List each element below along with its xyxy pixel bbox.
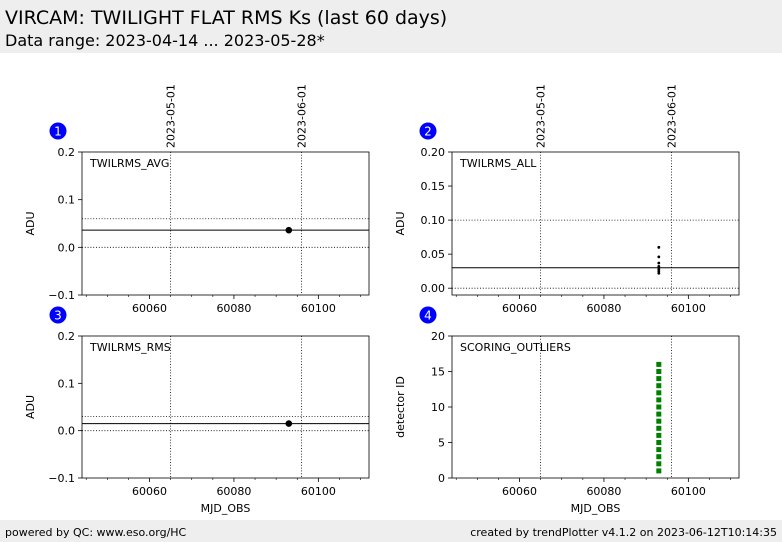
x-tick-label: 60080 — [216, 302, 251, 315]
panel-number: 2 — [424, 125, 432, 139]
y-tick-label: 0.0 — [58, 241, 76, 254]
x-tick-label: 60060 — [132, 302, 167, 315]
x-tick-label: 60060 — [502, 302, 537, 315]
plot-panel-3 — [49, 306, 370, 482]
y-tick-label: 0.2 — [58, 146, 76, 159]
axes-frame — [451, 151, 740, 296]
panel-label: TWILRMS_ALL — [459, 157, 537, 170]
y-tick-label: 10 — [431, 401, 445, 414]
y-tick-label: 15 — [431, 366, 445, 379]
x-tick-label: 60060 — [502, 485, 537, 498]
y-tick-label: 0.05 — [421, 248, 446, 261]
y-axis-label: detector ID — [394, 376, 407, 438]
panel-number-badge — [419, 306, 437, 324]
data-point — [657, 255, 661, 259]
panel-number-badge — [419, 122, 437, 140]
panel-label: TWILRMS_AVG — [89, 157, 169, 170]
y-axis-label: ADU — [394, 211, 407, 235]
plot-panel-2 — [419, 122, 740, 299]
x-axis-label: MJD_OBS — [571, 502, 621, 515]
data-point — [657, 271, 661, 275]
y-tick-label: 0.1 — [58, 194, 76, 207]
data-point — [285, 226, 293, 234]
axes-frame — [451, 335, 740, 479]
outlier-point — [656, 440, 662, 445]
data-point — [657, 267, 661, 271]
x-tick-label: 60060 — [132, 485, 167, 498]
y-tick-label: 0.15 — [421, 180, 446, 193]
x-tick-label: 60080 — [586, 302, 621, 315]
panel-number-badge — [49, 306, 67, 324]
date-label: 2023-05-01 — [165, 84, 178, 148]
y-tick-label: 0.00 — [421, 282, 446, 295]
x-tick-label: 60100 — [301, 485, 336, 498]
page-subtitle: Data range: 2023-04-14 ... 2023-05-28* — [5, 31, 325, 50]
date-label: 2023-06-01 — [295, 84, 308, 148]
y-axis-label: ADU — [24, 395, 37, 419]
plot-panel-1 — [49, 122, 370, 299]
panel-number-badge — [49, 122, 67, 140]
y-tick-label: 5 — [438, 437, 445, 450]
y-axis-label: ADU — [24, 211, 37, 235]
panel-number: 3 — [54, 309, 62, 323]
outlier-point — [656, 404, 662, 410]
panel-label: TWILRMS_RMS — [89, 341, 171, 354]
panel-number: 4 — [424, 309, 432, 323]
y-tick-label: −0.1 — [48, 289, 75, 302]
header-bar: VIRCAM: TWILIGHT FLAT RMS Ks (last 60 da… — [0, 0, 782, 53]
panel-number: 1 — [54, 125, 62, 139]
outlier-point — [656, 369, 662, 374]
x-tick-label: 60100 — [671, 302, 706, 315]
outlier-point — [656, 390, 662, 396]
data-point — [285, 420, 293, 427]
outlier-point — [656, 461, 662, 467]
y-tick-label: 0.10 — [421, 214, 446, 227]
plot-panel-4 — [419, 306, 740, 482]
outlier-point — [656, 454, 662, 460]
y-tick-label: 0.1 — [58, 377, 76, 390]
x-tick-label: 60080 — [216, 485, 251, 498]
data-point — [657, 261, 661, 265]
x-tick-label: 60100 — [671, 485, 706, 498]
outlier-point — [656, 376, 662, 382]
outlier-point — [656, 425, 662, 431]
y-tick-label: 0.0 — [58, 425, 76, 438]
x-tick-label: 60080 — [586, 485, 621, 498]
x-axis-label: MJD_OBS — [201, 502, 251, 515]
data-point — [657, 245, 661, 249]
outlier-point — [656, 418, 662, 424]
data-point — [657, 265, 661, 268]
y-tick-label: 0.20 — [421, 146, 446, 159]
y-tick-label: 0.2 — [58, 330, 76, 343]
footer-bar: powered by QC: www.eso.org/HC created by… — [0, 520, 782, 542]
outlier-point — [656, 411, 662, 417]
axes-frame — [81, 335, 370, 479]
panel-label: SCORING_OUTLIERS — [460, 341, 571, 354]
outlier-point — [656, 383, 662, 389]
y-tick-label: 20 — [431, 330, 445, 343]
data-point — [657, 269, 661, 273]
page-title: VIRCAM: TWILIGHT FLAT RMS Ks (last 60 da… — [5, 7, 448, 29]
outlier-point — [656, 432, 662, 438]
axes-frame — [81, 151, 370, 296]
x-tick-label: 60100 — [301, 302, 336, 315]
outlier-point — [656, 468, 662, 474]
date-label: 2023-06-01 — [665, 84, 678, 148]
outlier-point — [656, 447, 662, 453]
outlier-point — [656, 361, 662, 367]
footer-created: created by trendPlotter v4.1.2 on 2023-0… — [470, 526, 777, 539]
date-label: 2023-05-01 — [535, 84, 548, 148]
outlier-point — [656, 397, 662, 403]
y-tick-label: 0 — [438, 472, 445, 485]
footer-credit: powered by QC: www.eso.org/HC — [5, 526, 187, 539]
y-tick-label: −0.1 — [48, 472, 75, 485]
